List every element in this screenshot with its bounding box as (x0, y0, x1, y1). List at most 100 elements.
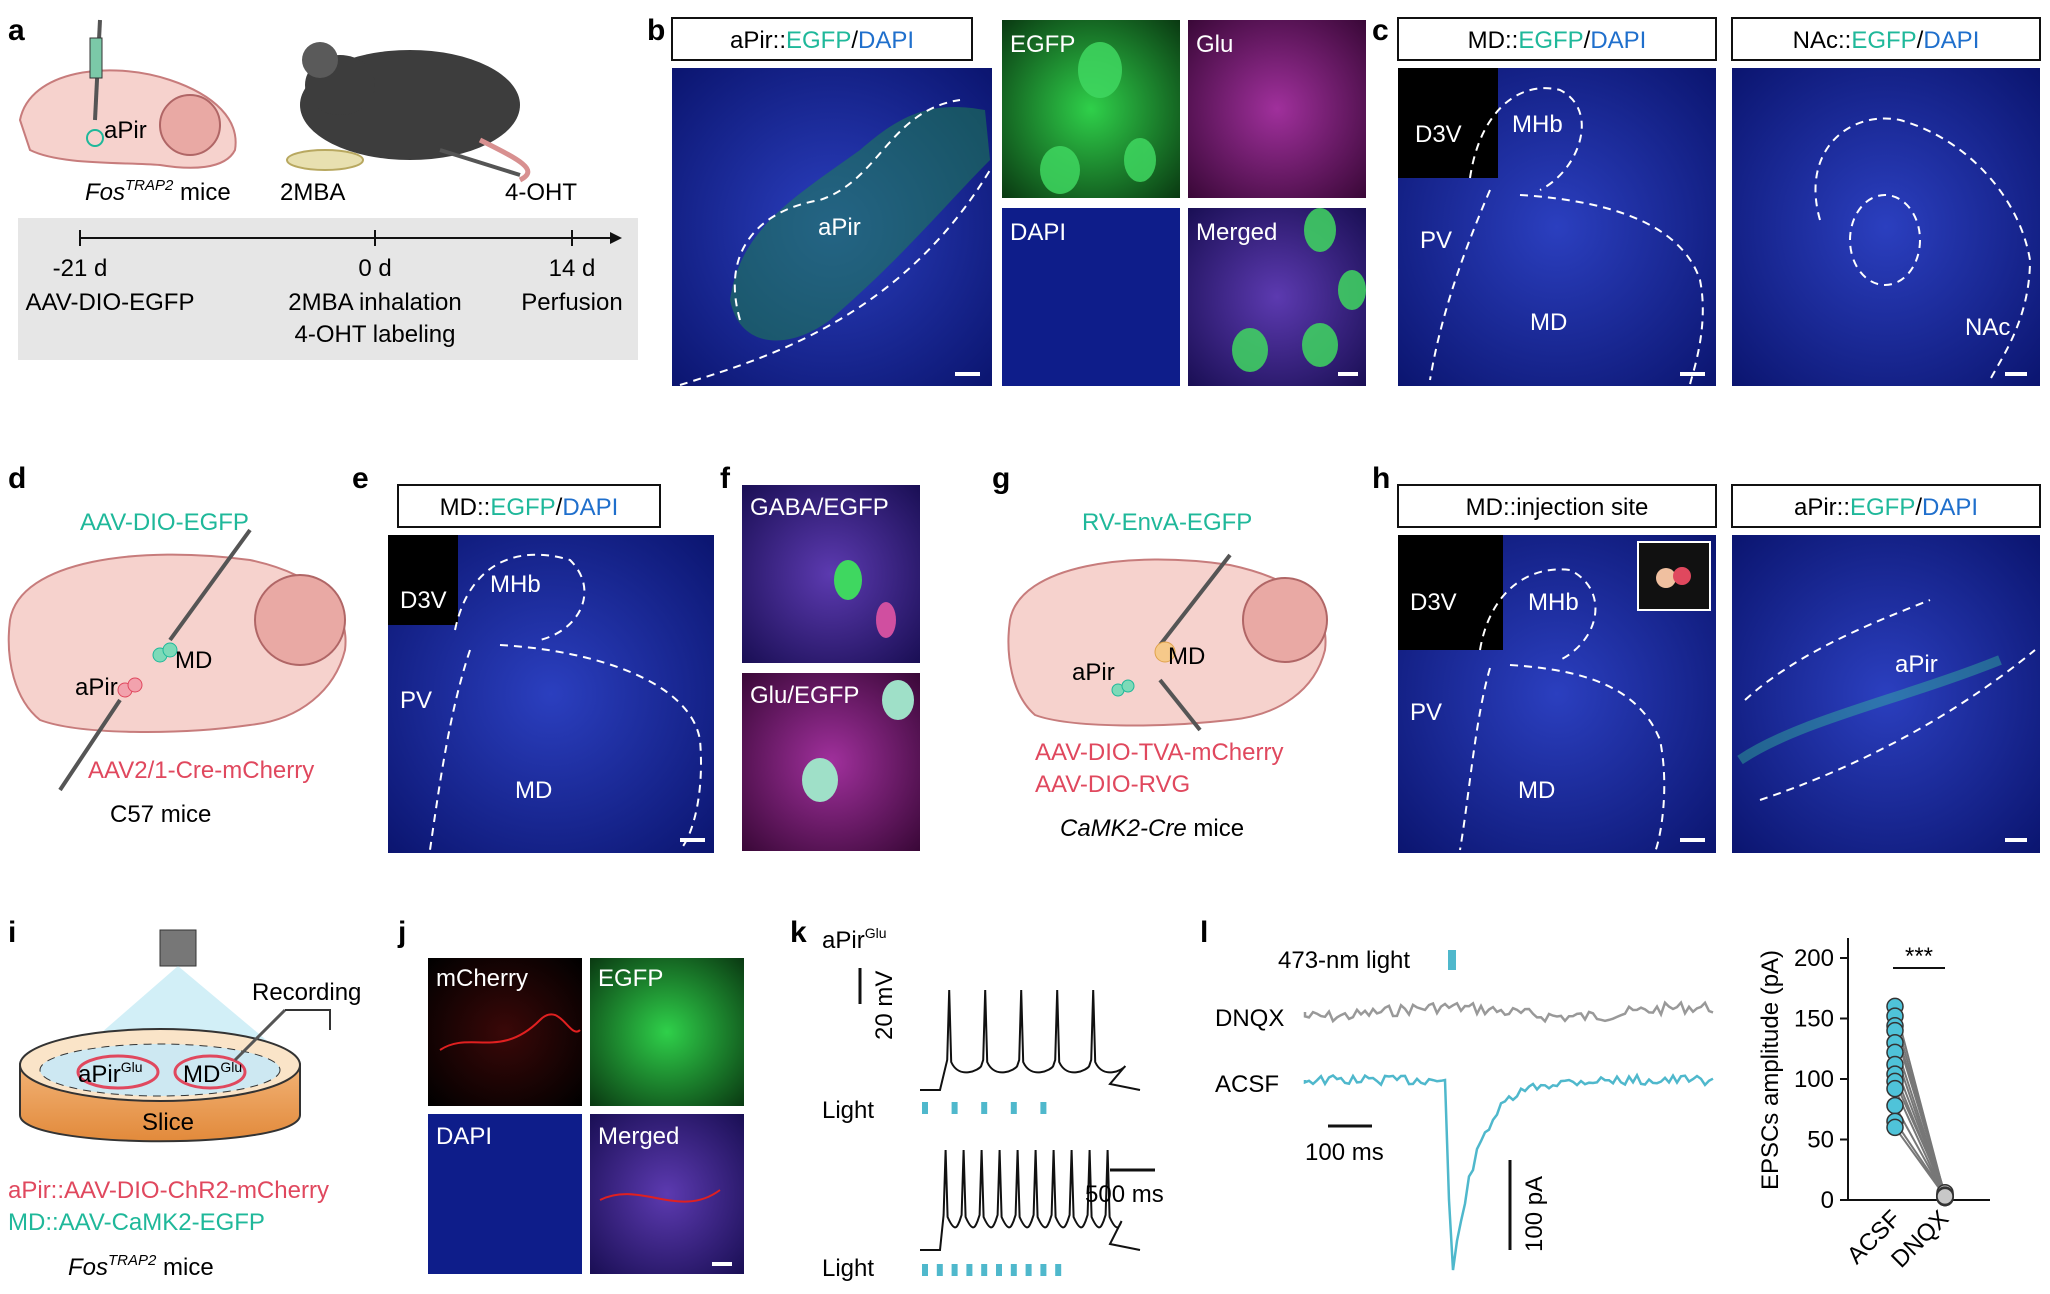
tile-merged (1188, 208, 1366, 386)
site-a-g: aPir (1072, 659, 1115, 686)
light-pulses-k-2 (922, 1264, 1062, 1276)
tile-dapi (1002, 208, 1180, 386)
chart-pair-line-8 (1894, 1081, 1946, 1194)
t-scale-label-k: 500 ms (1085, 1181, 1164, 1208)
light-pulse (936, 1264, 943, 1276)
region-e-pv: PV (400, 687, 432, 714)
virus-bottom-d: AAV2/1-Cre-mCherry (88, 757, 314, 784)
region-c-d3v: D3V (1415, 121, 1462, 148)
chart-pair-line-11 (1894, 1120, 1946, 1196)
drug-label: 4-OHT (505, 179, 577, 206)
virus-i-1: aPir::AAV-DIO-ChR2-mCherry (8, 1177, 329, 1204)
panel-letter-j: j (397, 916, 406, 949)
site-b-g: MD (1168, 643, 1205, 670)
trace-l-dnqx (1303, 1000, 1714, 1024)
light-pulse (1040, 1102, 1047, 1114)
chart-ytick-label-3: 150 (1794, 1006, 1834, 1033)
region-e-mhb: MHb (490, 571, 541, 598)
cells-b (1040, 42, 1366, 372)
panel-c-right-header: NAc::EGFP/DAPI (1793, 27, 1980, 54)
timeline-event-1b: 4-OHT labeling (295, 321, 456, 348)
tile-label-dapi-j: DAPI (436, 1123, 492, 1150)
electrode-icon (233, 1008, 287, 1062)
panel-letter-c: c (1372, 14, 1389, 47)
timeline-box (18, 218, 638, 360)
trace-label-dnqx: DNQX (1215, 1005, 1284, 1032)
panel-b-header: aPir::EGFP/DAPI (730, 27, 914, 54)
panel-h-right-header-box (1731, 484, 2041, 528)
tile-mcherry (428, 958, 582, 1106)
light-pulse (922, 1102, 928, 1114)
significance-label: *** (1905, 943, 1933, 970)
tile-glu (1188, 20, 1366, 198)
site-a-d: aPir (75, 674, 118, 701)
v-scale-label: 20 mV (871, 971, 898, 1040)
region-h-md: MD (1518, 777, 1555, 804)
site-b-d: MD (175, 647, 212, 674)
chart-point-acsf-9 (1886, 1079, 1904, 1098)
light-pulse (951, 1102, 958, 1114)
tile-label-egfp: EGFP (1010, 31, 1075, 58)
recording-label: Recording (252, 979, 361, 1006)
panel-letter-e: e (352, 462, 369, 495)
light-pulse (981, 1264, 988, 1276)
panel-e-header-box (397, 484, 661, 528)
virus-bottom-g-1: AAV-DIO-TVA-mCherry (1035, 739, 1283, 766)
i-scale-label-l: 100 pA (1521, 1176, 1548, 1252)
timeline-time-2: 14 d (549, 255, 596, 282)
scale-bar-b (955, 372, 980, 376)
brain-illustration-a (18, 19, 237, 169)
light-pulse (1040, 1264, 1047, 1276)
panel-letter-b: b (647, 14, 665, 47)
panel-c-right-header-box (1731, 17, 2041, 61)
light-pulse (951, 1264, 958, 1276)
micrograph-nac (1732, 68, 2040, 386)
light-pulse (922, 1264, 928, 1276)
light-pulse-l (1448, 950, 1456, 970)
light-label-k-2: Light (822, 1255, 874, 1282)
objective-icon (159, 929, 197, 967)
tile-label-egfp-j: EGFP (598, 965, 663, 992)
chart-pair-line-3 (1894, 1030, 1946, 1195)
chart-point-acsf-10 (1886, 1096, 1904, 1115)
light-pulse (996, 1264, 1002, 1276)
panel-c: c MD::EGFP/DAPI D3V MHb PV MD NAc::EGFP/… (1372, 14, 2041, 386)
region-h-pv: PV (1410, 699, 1442, 726)
light-pulse (1055, 1264, 1062, 1276)
chart-pair-line-12 (1894, 1126, 1946, 1197)
light-pulse (1010, 1102, 1017, 1114)
light-pulse (1025, 1264, 1032, 1276)
tile-label-glu: Glu (1196, 31, 1233, 58)
panel-b-header-box (671, 17, 973, 61)
timeline-time-0: -21 d (53, 255, 108, 282)
virus-i-2: MD::AAV-CaMK2-EGFP (8, 1209, 265, 1236)
mice-d: C57 mice (110, 801, 211, 828)
chart-ytick-label-1: 50 (1807, 1127, 1834, 1154)
region-h-apir: aPir (1895, 651, 1938, 678)
light-label-k-1: Light (822, 1097, 874, 1124)
panel-h: h MD::injection site D3V MHb PV MD aPir:… (1372, 462, 2041, 853)
virus-top-g: RV-EnvA-EGFP (1082, 509, 1252, 536)
trace-k-5hz (920, 989, 1141, 1091)
panel-a: a aPir FosTRAP2 mice 2MBA 4-OHT (8, 14, 638, 360)
light-pulses-k-1 (922, 1102, 1047, 1114)
tile-label-mcherry: mCherry (436, 965, 528, 992)
odor-dish-icon (286, 149, 364, 171)
panel-l: l 473-nm light DNQX ACSF 100 ms 100 pA (1200, 916, 1714, 1271)
timeline-event-2: Perfusion (521, 289, 622, 316)
light-pulse (981, 1102, 988, 1114)
timeline-time-1: 0 d (358, 255, 391, 282)
mouse-line-a: FosTRAP2 mice (85, 177, 231, 206)
chart-ytick-label-4: 200 (1794, 945, 1834, 972)
odor-label: 2MBA (280, 179, 345, 206)
trace-l-acsf (1303, 1072, 1714, 1271)
tile-label-gaba: GABA/EGFP (750, 494, 889, 521)
micrograph-apir-h (1732, 535, 2040, 853)
syringe-icon-2 (439, 148, 521, 177)
panel-b: b aPir::EGFP/DAPI aPir EGFP Glu DAPI Mer… (647, 14, 1366, 386)
panel-e-header: MD::EGFP/DAPI (440, 494, 619, 521)
cell-label-k: aPirGlu (822, 925, 886, 954)
panel-h-right-header: aPir::EGFP/DAPI (1794, 494, 1978, 521)
